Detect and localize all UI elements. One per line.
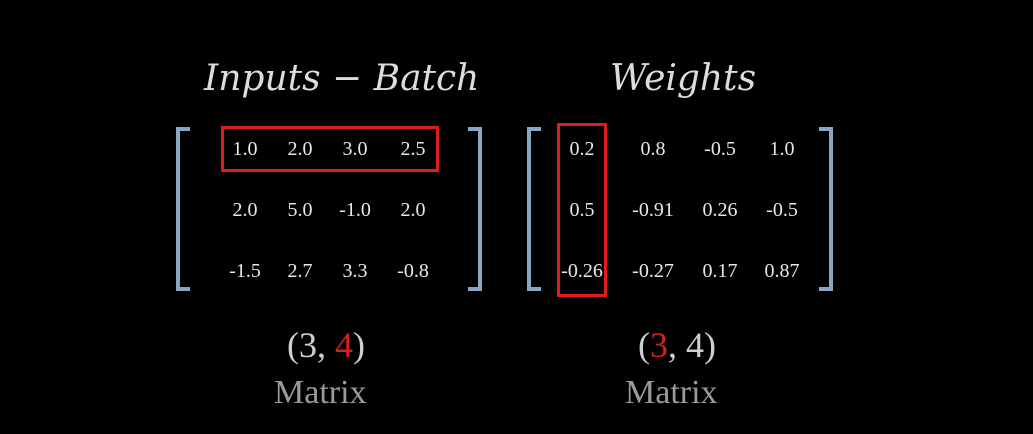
inputs-shape-open: ( (287, 325, 299, 365)
weights-cell: 1.0 (769, 138, 795, 160)
inputs-cell: -1.5 (229, 260, 261, 282)
weights-shape-rows: 3 (650, 325, 668, 365)
inputs-batch-title: Inputs − Batch (204, 58, 480, 99)
weights-row-3: -0.26 -0.27 0.17 0.87 (552, 251, 812, 291)
inputs-matrix: 1.0 2.0 3.0 2.5 2.0 5.0 -1.0 2.0 -1.5 2.… (215, 127, 465, 291)
weights-shape: (3, 4) (638, 324, 716, 366)
inputs-shape: (3, 4) (287, 324, 365, 366)
inputs-shape-sep: , (317, 325, 335, 365)
inputs-row-2: 2.0 5.0 -1.0 2.0 (215, 190, 465, 230)
inputs-row-1: 1.0 2.0 3.0 2.5 (215, 129, 465, 169)
weights-shape-sep: , (668, 325, 686, 365)
weights-cell: 0.17 (702, 260, 738, 282)
inputs-cell: 5.0 (287, 199, 313, 221)
weights-row-1: 0.2 0.8 -0.5 1.0 (552, 129, 812, 169)
inputs-right-bracket (468, 127, 482, 291)
weights-cell: -0.5 (704, 138, 736, 160)
inputs-cell: 3.3 (342, 260, 368, 282)
weights-right-bracket (819, 127, 833, 291)
inputs-cell: -0.8 (397, 260, 429, 282)
inputs-cell: 2.0 (287, 138, 313, 160)
weights-shape-open: ( (638, 325, 650, 365)
inputs-matrix-label: Matrix (274, 374, 367, 411)
weights-column-highlight (557, 123, 607, 297)
weights-matrix: 0.2 0.8 -0.5 1.0 0.5 -0.91 0.26 -0.5 -0.… (552, 127, 812, 291)
weights-shape-cols: 4 (686, 325, 704, 365)
weights-cell: -0.5 (766, 199, 798, 221)
inputs-cell: 2.0 (232, 199, 258, 221)
inputs-cell: -1.0 (339, 199, 371, 221)
inputs-row-3: -1.5 2.7 3.3 -0.8 (215, 251, 465, 291)
weights-cell: -0.26 (561, 260, 603, 282)
weights-cell: 0.8 (640, 138, 666, 160)
weights-cell: -0.91 (632, 199, 674, 221)
weights-cell: 0.2 (569, 138, 595, 160)
inputs-shape-rows: 3 (299, 325, 317, 365)
inputs-cell: 2.5 (400, 138, 426, 160)
inputs-cell: 2.0 (400, 199, 426, 221)
weights-shape-close: ) (704, 325, 716, 365)
weights-cell: 0.5 (569, 199, 595, 221)
weights-cell: 0.87 (764, 260, 800, 282)
weights-cell: -0.27 (632, 260, 674, 282)
inputs-left-bracket (176, 127, 190, 291)
inputs-shape-cols: 4 (335, 325, 353, 365)
weights-left-bracket (527, 127, 541, 291)
inputs-cell: 2.7 (287, 260, 313, 282)
inputs-shape-close: ) (353, 325, 365, 365)
weights-row-2: 0.5 -0.91 0.26 -0.5 (552, 190, 812, 230)
weights-title: Weights (610, 58, 757, 99)
weights-matrix-label: Matrix (625, 374, 718, 411)
inputs-row-highlight (221, 126, 439, 172)
inputs-cell: 3.0 (342, 138, 368, 160)
inputs-cell: 1.0 (232, 138, 258, 160)
weights-cell: 0.26 (702, 199, 738, 221)
